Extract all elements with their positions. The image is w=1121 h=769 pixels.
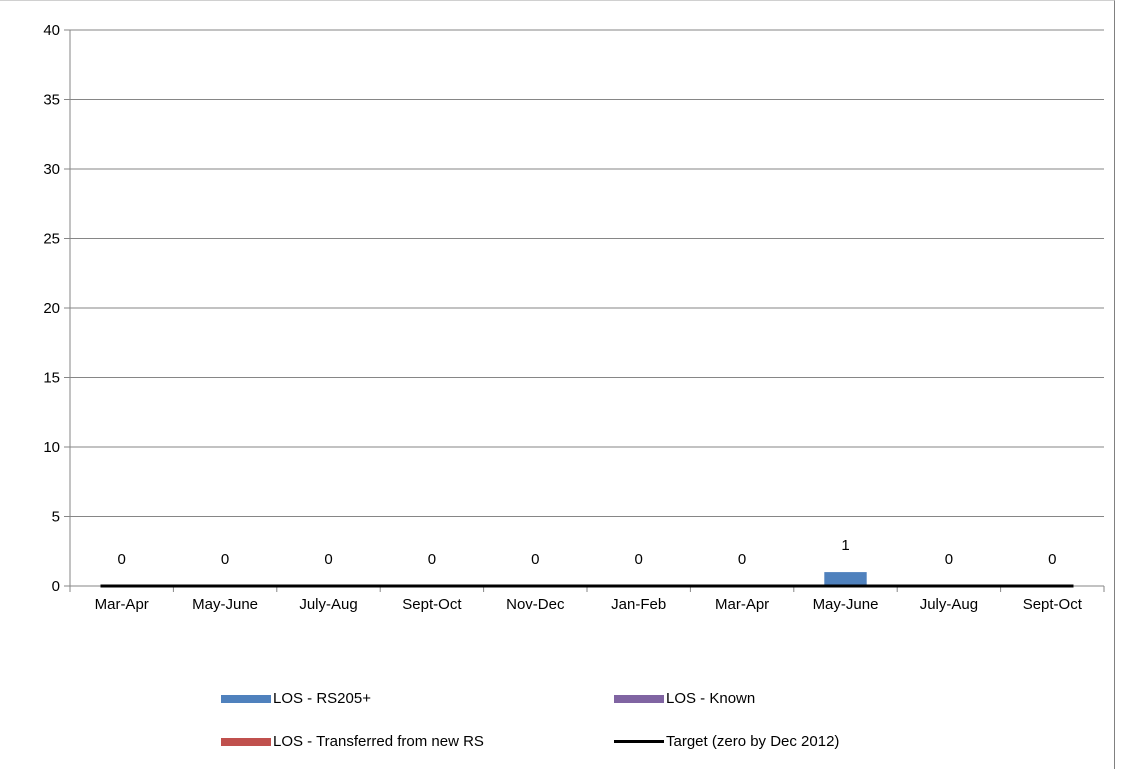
x-tick-label: Sept-Oct [402,596,462,613]
legend-item-transferred: LOS - Transferred from new RS [221,733,484,750]
x-tick-label: Mar-Apr [95,596,149,613]
y-tick-label: 35 [43,92,60,109]
data-label: 0 [221,551,229,568]
x-tick-label: May-June [813,596,879,613]
data-label: 0 [118,551,126,568]
data-label: 0 [428,551,436,568]
y-tick-label: 20 [43,300,60,317]
data-labels: 0 0 0 0 0 0 0 1 0 0 [118,537,1057,568]
legend-label-target: Target (zero by Dec 2012) [666,733,840,750]
data-label: 0 [635,551,643,568]
x-tick-label: July-Aug [920,596,978,613]
legend-item-target: Target (zero by Dec 2012) [614,733,839,750]
x-tick-label: May-June [192,596,258,613]
y-tick-label: 40 [43,22,60,39]
y-tick-label: 5 [52,509,60,526]
x-tick-label: Nov-Dec [506,596,565,613]
legend-swatch-target [614,740,664,743]
x-axis: Mar-Apr May-June July-Aug Sept-Oct Nov-Dec Ja… [69,585,1105,613]
y-tick-label: 30 [43,161,60,178]
data-label: 0 [738,551,746,568]
y-tick-label: 15 [43,370,60,387]
y-tick-label: 0 [52,578,60,595]
legend-item-rs205: LOS - RS205+ [221,690,371,707]
data-label: 0 [945,551,953,568]
bars [824,572,867,586]
legend-item-known: LOS - Known [614,690,755,707]
data-label: 0 [1048,551,1056,568]
data-label: 1 [841,537,849,554]
data-label: 0 [324,551,332,568]
legend-swatch-transferred [221,737,271,746]
y-tick-label: 25 [43,231,60,248]
y-tick-label: 10 [43,439,60,456]
gridlines [70,29,1104,517]
legend-label-known: LOS - Known [666,690,756,707]
x-tick-label: Mar-Apr [715,596,769,613]
x-tick-label: Sept-Oct [1023,596,1083,613]
legend-label-transferred: LOS - Transferred from new RS [273,733,484,750]
x-tick-label: July-Aug [299,596,357,613]
legend-label-rs205: LOS - RS205+ [273,690,371,707]
legend-swatch-rs205 [221,694,271,703]
y-axis: 0 5 10 15 20 25 30 35 40 [43,22,71,595]
bar-1 [824,572,867,586]
x-tick-label: Jan-Feb [611,596,666,613]
legend-swatch-known [614,694,664,703]
data-label: 0 [531,551,539,568]
